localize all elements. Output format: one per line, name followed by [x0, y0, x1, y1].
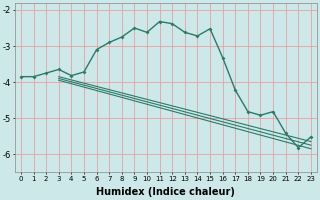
- X-axis label: Humidex (Indice chaleur): Humidex (Indice chaleur): [97, 187, 236, 197]
